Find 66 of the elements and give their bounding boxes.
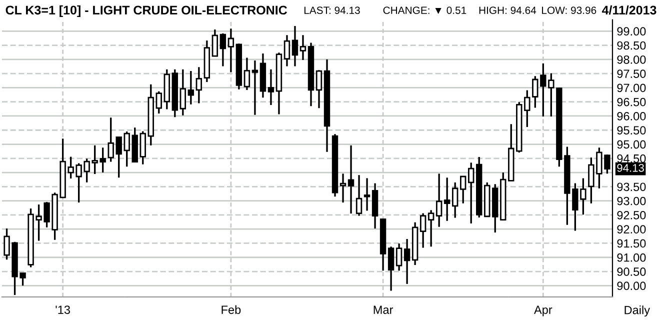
candlestick	[300, 34, 306, 61]
y-tick-label: 90.50	[617, 268, 646, 276]
candlestick	[420, 212, 426, 249]
candlestick	[156, 90, 162, 114]
y-tick-label: 92.50	[617, 210, 646, 220]
candlestick	[212, 28, 218, 57]
candlestick	[444, 176, 450, 222]
y-tick-label: 97.50	[617, 70, 646, 78]
candlestick	[428, 209, 434, 248]
candlestick	[348, 144, 354, 214]
x-tick-label: Feb	[222, 305, 241, 314]
candlestick	[292, 25, 298, 68]
y-tick-label: 98.50	[617, 41, 646, 50]
candlestick	[188, 70, 194, 106]
y-tick-label: 92.00	[617, 225, 646, 234]
candlestick	[436, 172, 442, 228]
y-tick-label: 95.50	[617, 126, 646, 135]
y-tick-label: 91.00	[617, 253, 646, 262]
candlestick	[540, 62, 546, 118]
candlestick	[364, 177, 370, 212]
text: LOW: 93.96	[542, 6, 596, 14]
candlestick	[268, 68, 274, 106]
text: CHANGE: ▼ 0.51	[383, 6, 466, 14]
y-tick-label: 99.00	[617, 27, 646, 36]
y-tick-label: 90.00	[617, 282, 646, 290]
y-tick-label: 98.00	[617, 55, 646, 64]
candlestick	[124, 130, 130, 168]
candlestick	[228, 28, 234, 73]
y-tick-label: 91.50	[617, 239, 646, 248]
y-tick-label: 96.00	[617, 112, 646, 120]
candlestick	[180, 68, 186, 116]
candlestick	[532, 75, 538, 109]
x-tick-label: Mar	[374, 306, 394, 314]
text: Daily	[624, 306, 650, 317]
y-tick-label: 93.00	[617, 196, 646, 206]
y-tick-label: 93.50	[617, 182, 646, 192]
candlestick	[140, 130, 146, 166]
text: 4/11/2013	[602, 5, 656, 15]
candlestick	[196, 66, 202, 104]
candlestick	[116, 136, 122, 178]
candlestick	[452, 182, 458, 219]
x-tick-label: '13	[56, 306, 70, 314]
y-tick-label: 95.00	[617, 140, 646, 149]
candlestick	[404, 238, 410, 285]
chart-title: CL K3=1 [10] - LIGHT CRUDE OIL-ELECTRONIC	[6, 5, 288, 18]
candlestick	[100, 146, 106, 174]
candlestick	[284, 34, 290, 68]
candlestick	[252, 60, 258, 116]
candlestick	[460, 176, 466, 204]
text: HIGH: 94.64	[479, 6, 536, 14]
candlestick	[244, 56, 250, 91]
y-tick-label: 96.50	[617, 98, 646, 106]
y-tick-label: 94.50	[617, 154, 646, 163]
candlestick	[524, 89, 530, 128]
y-tick-label: 97.00	[617, 84, 646, 92]
candlestick	[220, 32, 226, 68]
x-tick-label: Apr	[534, 306, 552, 316]
candlestick	[316, 69, 322, 109]
candlestick	[388, 246, 394, 292]
candlestick	[468, 162, 474, 224]
candlestick	[108, 116, 114, 163]
text: LAST: 94.13	[304, 6, 360, 14]
candlestick	[356, 174, 362, 217]
candlestick	[396, 242, 402, 272]
text: 94.13	[617, 164, 644, 172]
candlestick	[340, 172, 346, 204]
